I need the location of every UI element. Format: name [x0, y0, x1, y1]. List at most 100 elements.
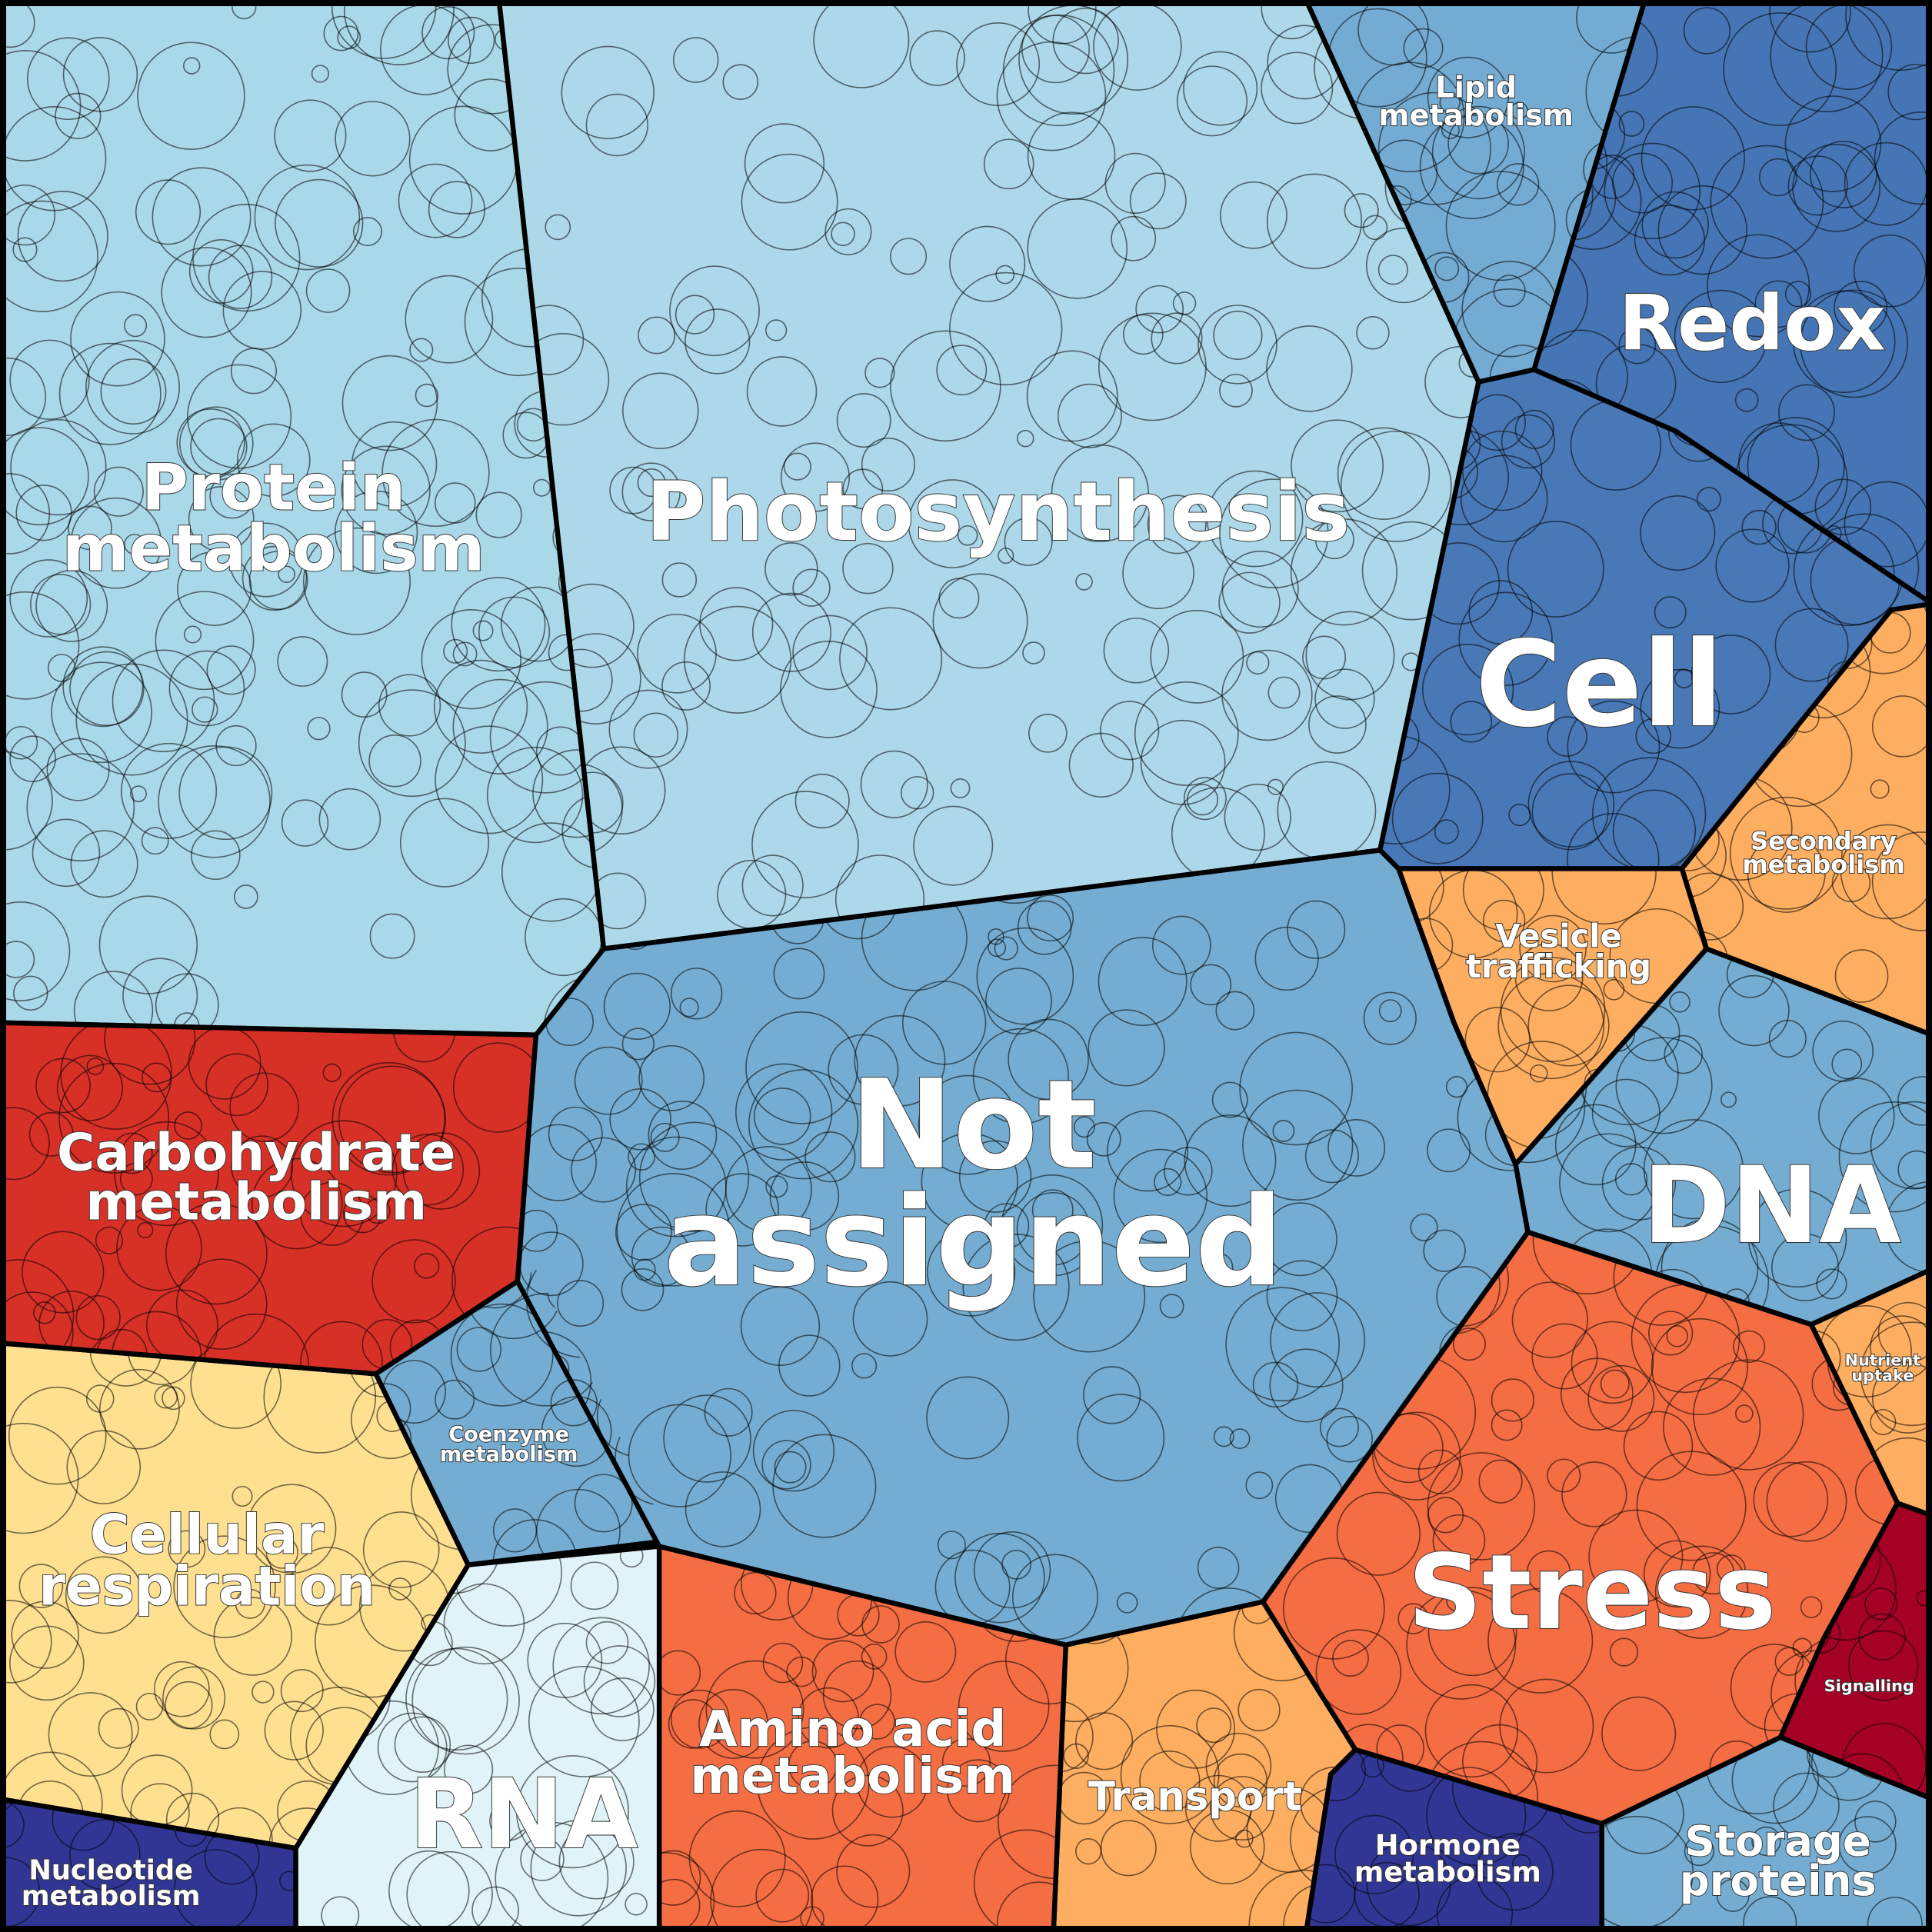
subcell [831, 1774, 904, 1847]
subcell [1077, 1394, 1165, 1482]
subcell [168, 650, 245, 727]
subcell [683, 605, 792, 714]
subcell [1269, 1348, 1344, 1423]
subcells-protein [0, 0, 604, 1035]
subcell [1491, 1409, 1523, 1441]
subcell [621, 372, 699, 449]
subcell [1766, 1461, 1847, 1542]
subcell [520, 1837, 565, 1881]
subcell [222, 271, 302, 350]
label-respiration: Cellular respiration [38, 1503, 375, 1617]
subcell [988, 928, 1004, 945]
subcell [0, 1600, 52, 1684]
subcell [175, 1258, 268, 1351]
subcell [998, 1764, 1066, 1880]
subcell [183, 625, 202, 644]
subcell [331, 1061, 446, 1176]
subcell [856, 1746, 929, 1818]
label-line: Secondary [1750, 827, 1897, 856]
subcell [753, 1088, 811, 1145]
subcell [938, 578, 980, 619]
subcell [1205, 1732, 1272, 1799]
subcell [1016, 429, 1034, 448]
subcell [0, 941, 35, 978]
subcell [1052, 7, 1119, 75]
subcell [335, 101, 411, 177]
subcell [1623, 1411, 1694, 1481]
subcell [1220, 181, 1287, 249]
subcell [780, 641, 878, 738]
subcell [958, 1661, 1050, 1752]
subcell [1452, 1327, 1486, 1361]
subcell [1800, 1596, 1823, 1618]
subcell [1263, 1202, 1337, 1277]
subcell [908, 479, 998, 568]
subcell [1669, 991, 1690, 1013]
label-line: metabolism [62, 511, 485, 586]
subcell [1547, 1458, 1581, 1493]
subcell [1743, 1896, 1797, 1932]
subcell [1100, 701, 1160, 761]
subcell [236, 423, 311, 498]
label-line: Redox [1618, 279, 1885, 368]
subcell [104, 1022, 196, 1085]
subcell [0, 473, 51, 555]
subcell [1001, 1549, 1031, 1580]
label-line: metabolism [1354, 1855, 1541, 1888]
subcell [734, 1571, 777, 1615]
subcell [932, 573, 1028, 669]
label-line: respiration [38, 1554, 375, 1617]
subcell [996, 1881, 1066, 1932]
subcell [1002, 14, 1115, 127]
subcell [717, 859, 787, 929]
subcell [1434, 256, 1460, 281]
subcell [1512, 1854, 1532, 1874]
subcell [1733, 1330, 1766, 1363]
subcell [1501, 414, 1556, 469]
subcell [1266, 173, 1363, 269]
subcell [972, 1028, 1069, 1125]
subcell [962, 1234, 1070, 1341]
subcell [670, 968, 723, 1020]
subcell [954, 1532, 1045, 1624]
subcell [1768, 1020, 1807, 1058]
subcell [1870, 779, 1890, 799]
subcell [300, 1181, 365, 1246]
subcell [1840, 824, 1932, 920]
subcell [1847, 1630, 1919, 1701]
subcell [1206, 470, 1304, 568]
subcell [1497, 972, 1605, 1080]
subcell [62, 646, 144, 728]
subcell [251, 1158, 343, 1250]
label-line: metabolism [690, 1748, 1015, 1805]
subcell [318, 788, 381, 851]
subcell [411, 1646, 520, 1755]
label-photosynthesis: Photosynthesis [646, 465, 1350, 559]
subcell [305, 268, 351, 313]
subcell [679, 998, 699, 1018]
subcell [1641, 106, 1745, 211]
subcell [1514, 943, 1584, 1011]
subcell [371, 1239, 456, 1324]
subcell [472, 620, 494, 641]
subcell [1434, 819, 1460, 844]
subcell [451, 577, 546, 672]
label-dna: DNA [1643, 1144, 1901, 1267]
subcell [1308, 695, 1367, 754]
subcell [275, 178, 364, 268]
subcell [99, 1368, 180, 1450]
subcell [746, 356, 818, 427]
subcell [1612, 152, 1674, 214]
subcell [1445, 171, 1556, 281]
subcell [1771, 1233, 1840, 1301]
region-nucleotide [0, 1796, 298, 1932]
subcell [1116, 1592, 1138, 1614]
subcell [1871, 831, 1932, 931]
subcell [1419, 115, 1524, 219]
label-line: Amino acid [699, 1701, 1006, 1758]
subcell [574, 1046, 643, 1115]
subcell [352, 217, 382, 247]
subcell [0, 1291, 74, 1374]
subcell [1427, 1497, 1464, 1534]
subcell [748, 1069, 859, 1180]
